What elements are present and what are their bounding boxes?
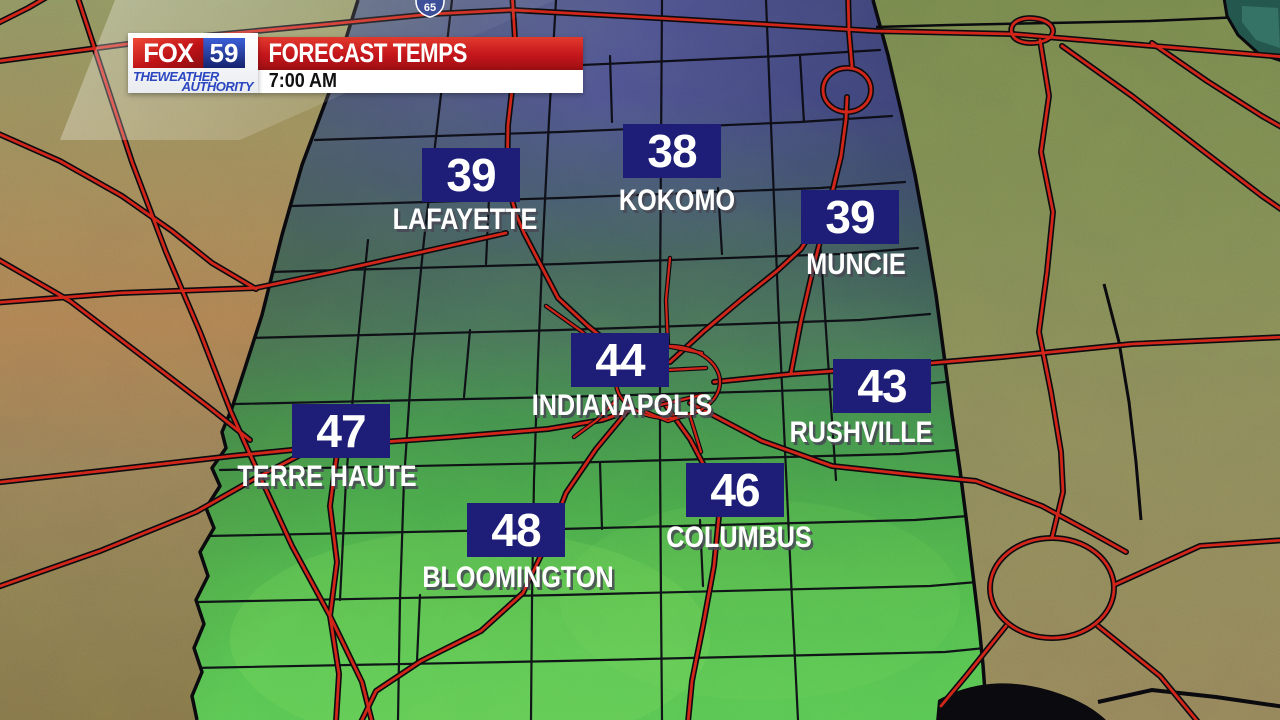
ohio-river [936,683,1106,720]
state-border [190,0,989,720]
time-banner: 7:00 AM [257,70,583,93]
great-miami-river [1102,283,1143,521]
forecast-banner: FORECAST TEMPS [257,37,583,70]
weather-authority-tagline: THEWEATHER AUTHORITY [133,69,254,94]
interstate-shield-icon: 65 [415,0,445,18]
forecast-time: 7:00 AM [268,70,338,92]
fox59-logo: FOX 59 THEWEATHER AUTHORITY [128,33,258,93]
county-borders [192,0,987,720]
shield-number: 65 [424,2,436,14]
channel-number: 59 [203,38,245,68]
water-features [875,0,1280,720]
tagline-line1: THEWEATHER [133,69,219,84]
tagline-line2: AUTHORITY [181,79,254,94]
fox-logo-text: FOX [133,38,204,68]
banner-title: FORECAST TEMPS [268,38,467,68]
